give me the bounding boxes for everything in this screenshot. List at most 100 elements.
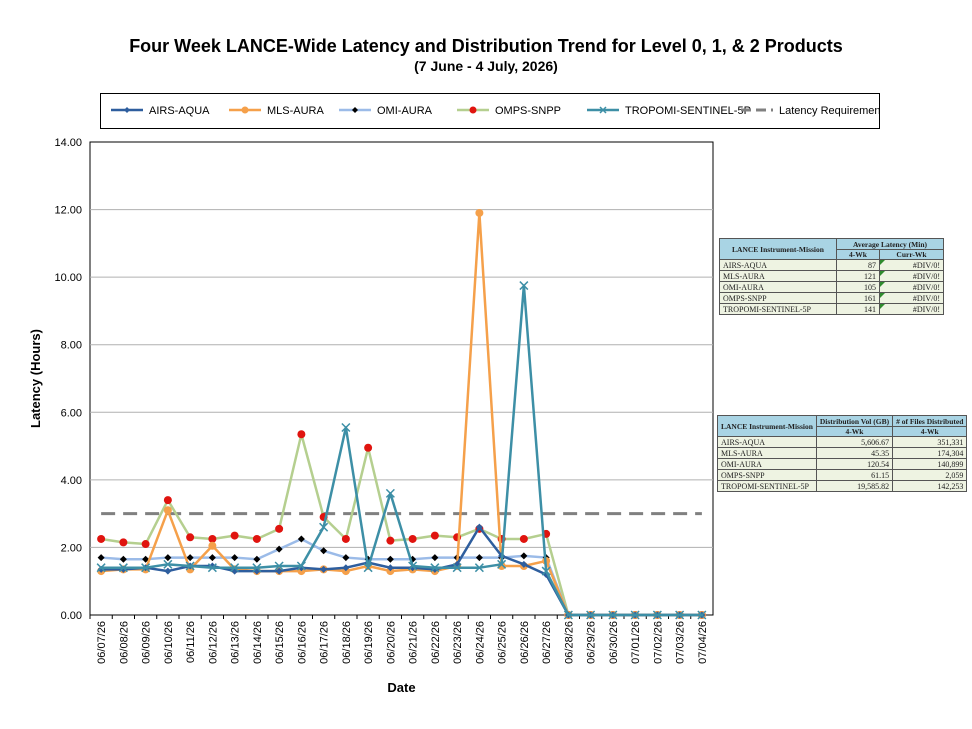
data-point-omps-snpp [386, 536, 395, 545]
x-tick-label: 06/25/26 [497, 621, 509, 664]
latency-table-header-avg: Average Latency (Min) [836, 238, 944, 250]
data-point-tropomi-sentinel-5p [630, 610, 640, 620]
latency-table-header-mission: LANCE Instrument-Mission [719, 238, 837, 260]
distribution-table-subheader-volume: 4-Wk [815, 426, 894, 437]
data-point-tropomi-sentinel-5p [96, 563, 106, 573]
x-tick-label: 06/28/26 [563, 621, 575, 664]
legend-label: MLS-AURA [267, 105, 325, 117]
latency-row-currwk: #DIV/0! [878, 292, 945, 304]
distribution-row-volume: 120.54 [815, 458, 894, 470]
data-point-airs-aqua [164, 567, 172, 575]
data-point-omi-aura [275, 545, 283, 553]
distribution-row-volume: 61.15 [815, 469, 894, 481]
data-point-omi-aura [520, 552, 528, 560]
data-point-omps-snpp [252, 534, 261, 543]
distribution-row-files: 174,304 [892, 447, 968, 459]
latency-table-row: AIRS-AQUA 87 #DIV/0! [719, 259, 945, 271]
x-tick-label: 06/14/26 [252, 621, 264, 664]
data-point-omps-snpp [141, 540, 150, 549]
legend-label: AIRS-AQUA [149, 105, 210, 117]
data-point-omps-snpp [119, 538, 128, 547]
data-point-omi-aura [253, 555, 261, 563]
data-point-airs-aqua [342, 564, 350, 572]
legend-marker [469, 106, 477, 114]
distribution-row-volume: 19,585.82 [815, 480, 894, 492]
data-point-tropomi-sentinel-5p [452, 563, 462, 573]
y-tick-label: 12.00 [54, 205, 82, 217]
data-point-omps-snpp [341, 534, 350, 543]
latency-table-row: OMI-AURA 105 #DIV/0! [719, 281, 945, 293]
x-tick-label: 06/17/26 [319, 621, 331, 664]
data-point-airs-aqua [386, 564, 394, 572]
x-tick-label: 07/02/26 [652, 621, 664, 664]
data-point-tropomi-sentinel-5p [341, 422, 351, 433]
x-tick-label: 07/01/26 [630, 621, 642, 664]
data-point-omps-snpp [297, 430, 306, 439]
y-axis-label: Latency (Hours) [28, 329, 43, 428]
chart-legend: AIRS-AQUA MLS-AURA OMI-AURA OMPS-SNPP TROPOM… [100, 93, 884, 129]
data-point-tropomi-sentinel-5p [319, 522, 329, 532]
data-point-omi-aura [297, 535, 305, 543]
data-point-tropomi-sentinel-5p [385, 488, 395, 498]
distribution-row-mission: TROPOMI-SENTINEL-5P [717, 480, 817, 492]
x-tick-label: 06/19/26 [363, 621, 375, 664]
legend-marker [352, 107, 358, 113]
x-tick-label: 06/26/26 [519, 621, 531, 664]
legend-marker [124, 107, 130, 113]
legend-item: Latency Requirement [741, 105, 884, 117]
data-point-mls-aura [208, 541, 217, 550]
distribution-table-row: OMI-AURA 120.54 140,899 [717, 458, 968, 470]
distribution-row-files: 2,059 [892, 469, 968, 481]
data-point-tropomi-sentinel-5p [563, 610, 573, 620]
data-point-tropomi-sentinel-5p [207, 563, 217, 573]
data-point-omi-aura [164, 554, 172, 562]
x-tick-label: 06/23/26 [452, 621, 464, 664]
legend-marker [241, 106, 249, 114]
data-point-omi-aura [97, 554, 105, 562]
data-point-omi-aura [386, 555, 394, 563]
data-point-tropomi-sentinel-5p [497, 559, 507, 569]
x-tick-label: 06/20/26 [385, 621, 397, 664]
data-point-tropomi-sentinel-5p [675, 610, 685, 620]
data-point-tropomi-sentinel-5p [430, 563, 440, 573]
x-tick-label: 06/22/26 [430, 621, 442, 664]
latency-table-subheader-4wk: 4-Wk [836, 249, 880, 260]
y-tick-label: 14.00 [54, 137, 82, 149]
latency-row-4wk: 161 [836, 292, 880, 304]
latency-row-mission: MLS-AURA [719, 270, 837, 282]
data-point-tropomi-sentinel-5p [586, 610, 596, 620]
legend-item: OMI-AURA [339, 105, 433, 117]
data-point-omi-aura [231, 554, 239, 562]
data-point-omps-snpp [186, 533, 195, 542]
distribution-table-row: AIRS-AQUA 5,606.67 351,331 [717, 436, 968, 448]
data-point-tropomi-sentinel-5p [274, 561, 284, 571]
data-point-mls-aura [163, 506, 172, 515]
data-point-tropomi-sentinel-5p [118, 563, 128, 573]
y-tick-label: 6.00 [61, 407, 82, 419]
x-tick-label: 06/18/26 [341, 621, 353, 664]
legend-item: OMPS-SNPP [457, 105, 561, 117]
data-point-omps-snpp [364, 443, 373, 452]
x-tick-label: 06/12/26 [207, 621, 219, 664]
data-point-tropomi-sentinel-5p [652, 610, 662, 620]
y-tick-label: 0.00 [61, 610, 82, 622]
data-point-airs-aqua [520, 560, 528, 568]
distribution-row-mission: AIRS-AQUA [717, 436, 817, 448]
data-point-omps-snpp [408, 534, 417, 543]
latency-table-subheader-currwk: Curr-Wk [878, 249, 945, 260]
data-point-omps-snpp [519, 534, 528, 543]
x-tick-label: 06/10/26 [163, 621, 175, 664]
data-point-omps-snpp [163, 496, 172, 505]
data-point-tropomi-sentinel-5p [408, 561, 418, 571]
legend-label: Latency Requirement [779, 105, 879, 117]
data-point-tropomi-sentinel-5p [363, 563, 373, 573]
latency-table-row: TROPOMI-SENTINEL-5P 141 #DIV/0! [719, 303, 945, 315]
legend-label: OMPS-SNPP [495, 105, 561, 117]
data-point-airs-aqua [320, 565, 328, 573]
x-axis-label: Date [387, 680, 415, 695]
data-point-tropomi-sentinel-5p [541, 566, 551, 576]
data-point-omi-aura [186, 554, 194, 562]
x-tick-label: 06/16/26 [296, 621, 308, 664]
latency-row-mission: TROPOMI-SENTINEL-5P [719, 303, 837, 315]
